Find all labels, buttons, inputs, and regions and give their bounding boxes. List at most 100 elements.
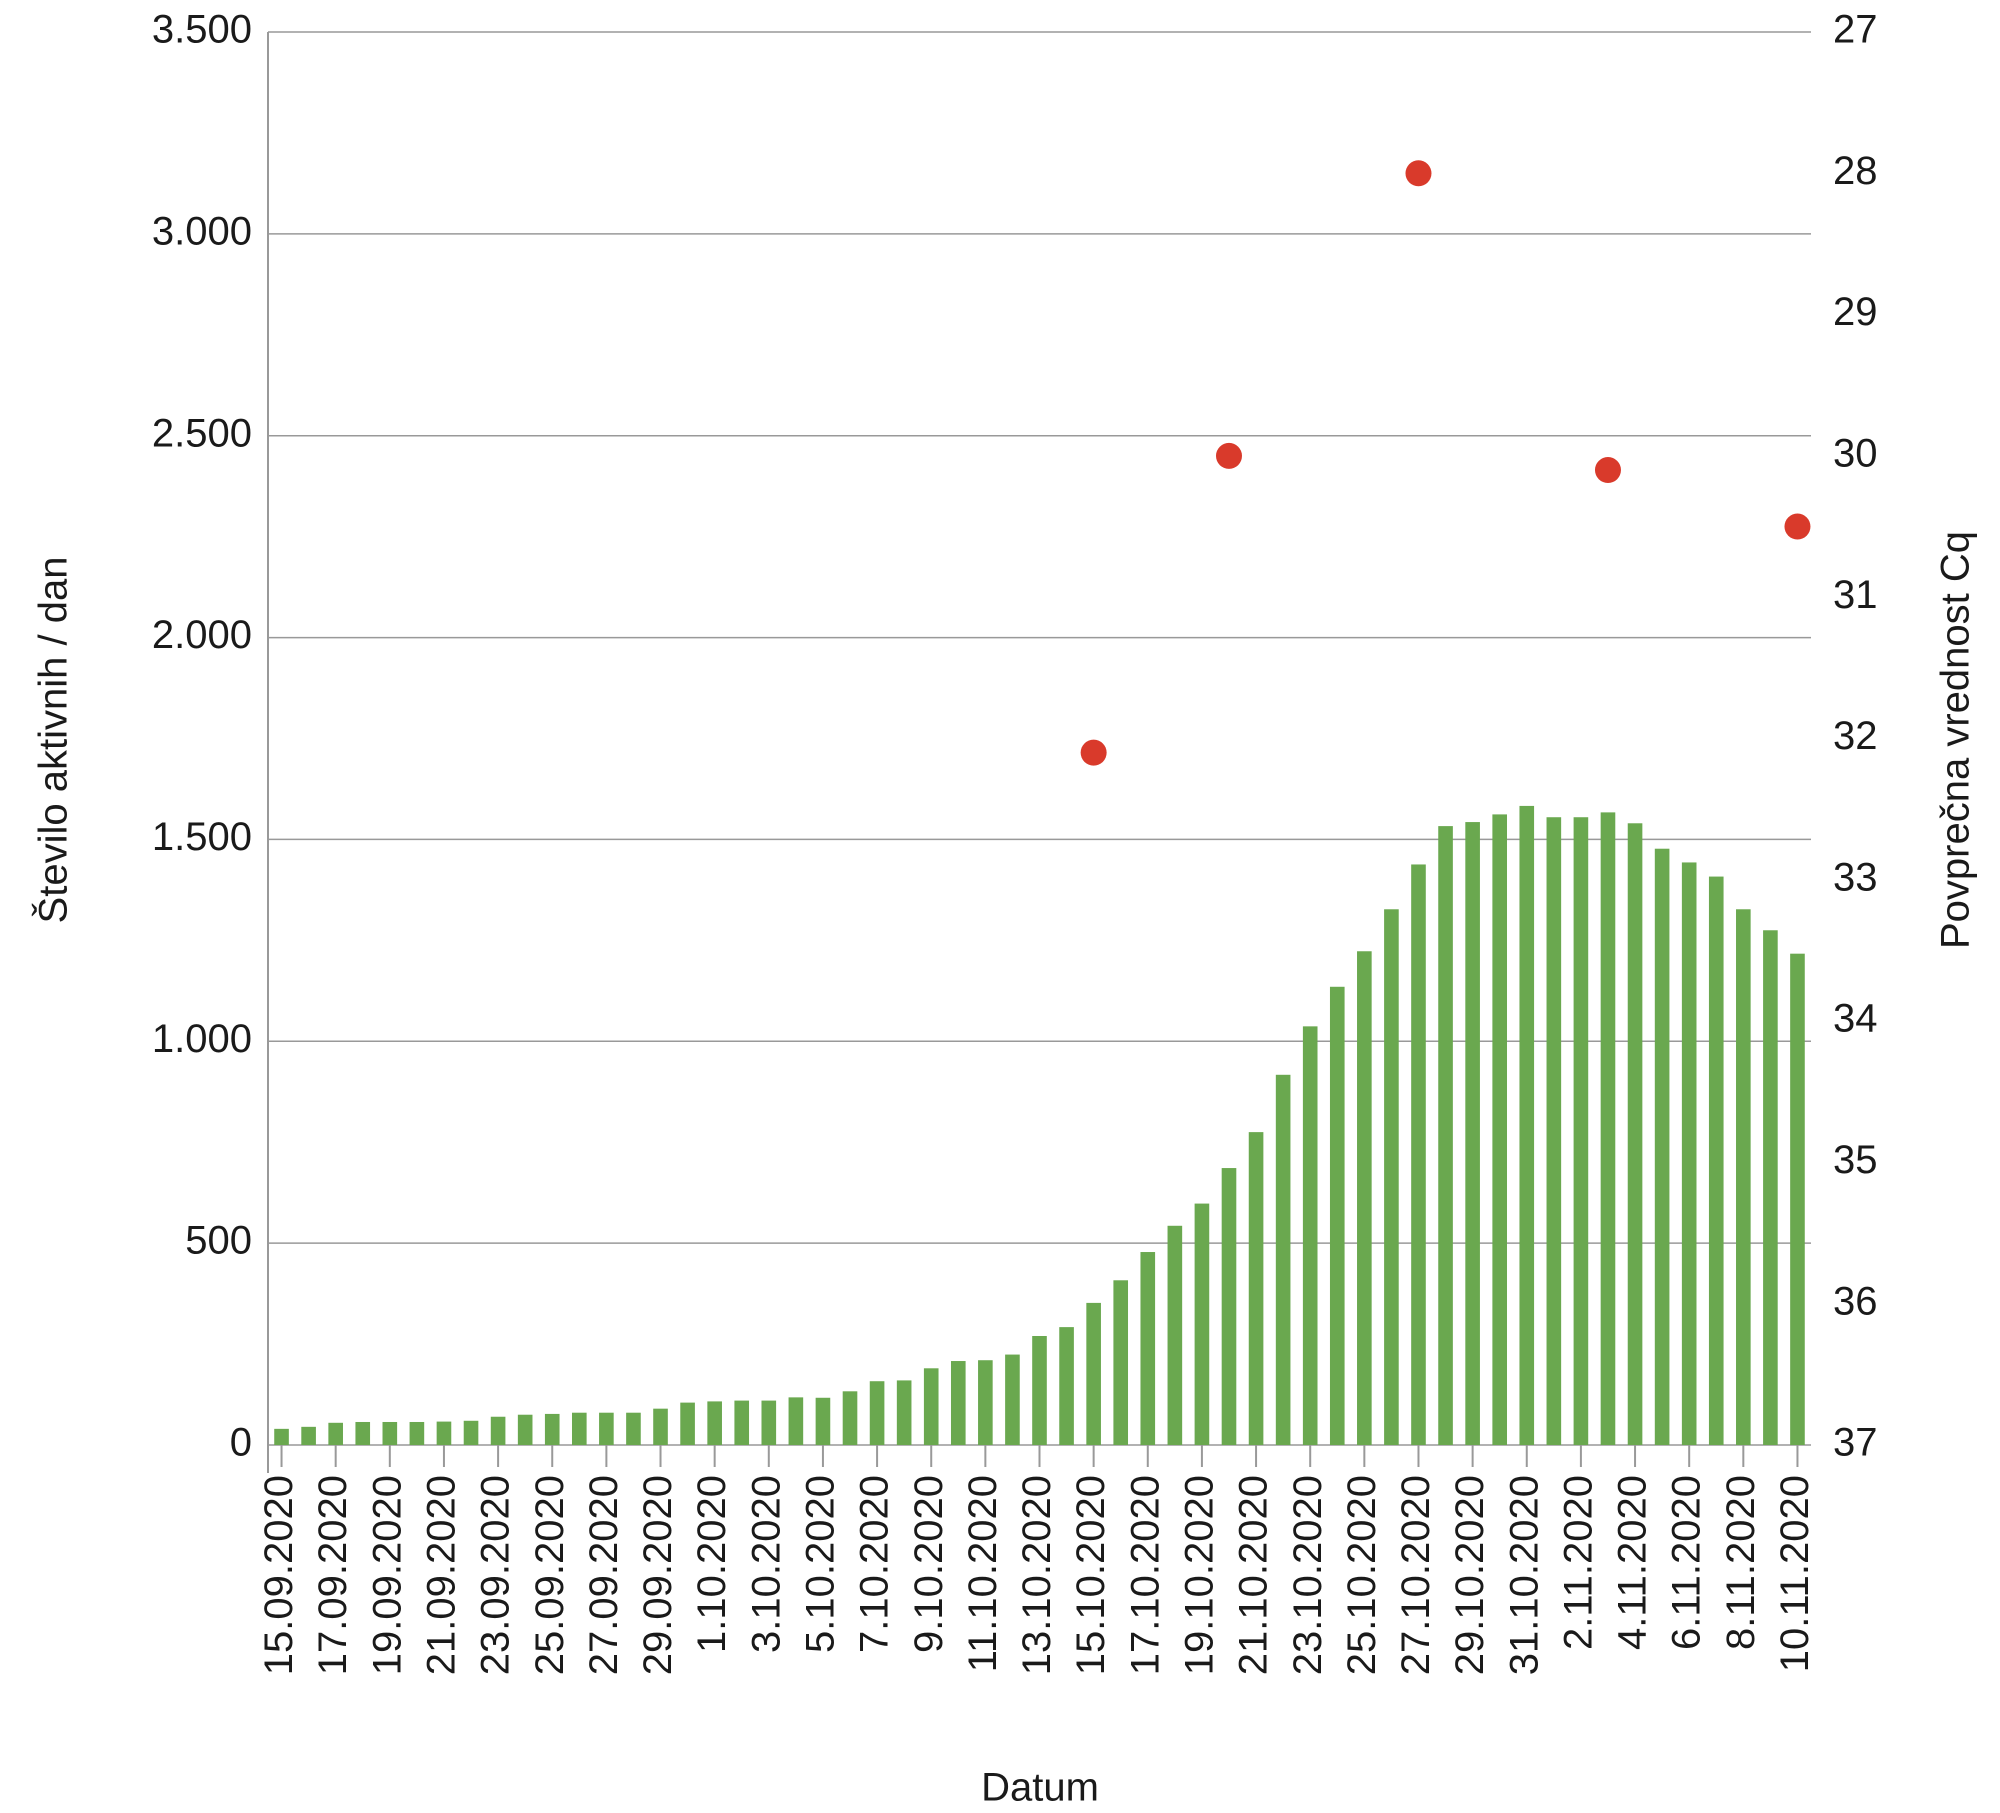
bar (626, 1412, 641, 1445)
y-tick-label: 0 (230, 1421, 252, 1465)
bar (869, 1381, 885, 1445)
y2-tick-label: 27 (1833, 8, 1878, 52)
y2-tick-label: 31 (1833, 573, 1878, 617)
y2-tick-label: 34 (1833, 997, 1878, 1041)
bar (923, 1368, 939, 1445)
x-axis-title: Datum (981, 1766, 1099, 1810)
x-tick-label: 15.09.2020 (257, 1475, 301, 1675)
bar (1329, 986, 1345, 1445)
y-axis-title: Število aktivnih / dan (31, 557, 76, 924)
bar (1465, 822, 1480, 1445)
bar (328, 1422, 343, 1445)
bar (842, 1391, 858, 1445)
x-tick-label: 8.11.2020 (1719, 1475, 1763, 1650)
y2-tick-label: 36 (1833, 1279, 1878, 1323)
x-tick-label: 23.09.2020 (474, 1475, 518, 1675)
bar (571, 1412, 587, 1445)
bar (1654, 848, 1670, 1445)
bar (950, 1361, 966, 1445)
bar (1573, 817, 1589, 1445)
x-tick-label: 21.10.2020 (1232, 1475, 1276, 1675)
x-tick-label: 9.10.2020 (907, 1475, 951, 1653)
bar (1492, 814, 1508, 1445)
y-tick-label: 1.000 (152, 1017, 252, 1061)
bar (1600, 812, 1616, 1445)
bar (544, 1413, 560, 1445)
bar (1357, 951, 1372, 1445)
x-tick-label: 21.09.2020 (420, 1475, 464, 1675)
x-tick-label: 1.10.2020 (690, 1475, 734, 1653)
bar (1248, 1132, 1264, 1445)
bar (436, 1421, 452, 1445)
bar (815, 1397, 831, 1445)
bar (978, 1360, 993, 1445)
x-tick-label: 4.11.2020 (1611, 1475, 1655, 1650)
bar (734, 1400, 750, 1445)
x-tick-label: 23.10.2020 (1286, 1475, 1330, 1675)
bar (1032, 1335, 1047, 1445)
y-tick-label: 500 (185, 1219, 252, 1263)
y-tick-label: 3.500 (152, 8, 252, 52)
x-tick-label: 3.10.2020 (744, 1475, 788, 1653)
x-tick-label: 19.10.2020 (1177, 1475, 1221, 1675)
point (1405, 160, 1432, 187)
bar (1627, 823, 1643, 1445)
x-tick-label: 2.11.2020 (1556, 1475, 1600, 1650)
bar (1221, 1168, 1237, 1445)
y-tick-label: 1.500 (152, 815, 252, 859)
y2-tick-label: 30 (1833, 431, 1878, 475)
bar (788, 1397, 804, 1445)
bar (1059, 1327, 1074, 1445)
x-tick-label: 7.10.2020 (853, 1475, 897, 1653)
x-tick-label: 27.10.2020 (1394, 1475, 1438, 1675)
bar (463, 1420, 479, 1445)
x-tick-label: 29.10.2020 (1448, 1475, 1492, 1675)
bar (680, 1402, 695, 1445)
x-tick-label: 29.09.2020 (636, 1475, 680, 1675)
x-tick-label: 25.10.2020 (1340, 1475, 1384, 1675)
bar (274, 1428, 289, 1445)
x-tick-label: 11.10.2020 (961, 1475, 1005, 1672)
bar (653, 1408, 668, 1445)
bar (1275, 1074, 1291, 1445)
point (1080, 739, 1107, 766)
point (1215, 442, 1242, 469)
bar (382, 1421, 398, 1445)
bar (1790, 953, 1805, 1445)
bar (707, 1401, 722, 1445)
bar (896, 1380, 912, 1445)
y2-tick-label: 29 (1833, 290, 1878, 334)
bar (1519, 805, 1535, 1445)
x-tick-label: 17.09.2020 (311, 1475, 355, 1675)
x-tick-label: 10.11.2020 (1773, 1475, 1817, 1672)
bar (1681, 862, 1697, 1445)
bar (517, 1414, 533, 1445)
y-tick-label: 2.500 (152, 411, 252, 455)
bar (599, 1412, 614, 1445)
x-tick-label: 31.10.2020 (1502, 1475, 1546, 1675)
x-tick-label: 6.11.2020 (1665, 1475, 1709, 1650)
x-tick-label: 13.10.2020 (1015, 1475, 1059, 1675)
bar (409, 1421, 425, 1445)
y2-tick-label: 33 (1833, 855, 1878, 899)
y-tick-label: 3.000 (152, 209, 252, 253)
bar (1411, 864, 1426, 1445)
y2-tick-label: 37 (1833, 1421, 1878, 1465)
x-tick-label: 5.10.2020 (799, 1475, 843, 1653)
bar (1438, 826, 1453, 1445)
y2-axis-title: Povprečna vrednost Cq (1934, 531, 1978, 949)
x-tick-label: 19.09.2020 (365, 1475, 409, 1675)
bar (1302, 1026, 1318, 1445)
bar (1113, 1280, 1129, 1445)
bar (1167, 1225, 1183, 1445)
bar (1140, 1252, 1156, 1445)
x-tick-label: 25.09.2020 (528, 1475, 572, 1675)
bar (1546, 817, 1562, 1445)
x-tick-label: 27.09.2020 (582, 1475, 626, 1675)
bar (761, 1400, 777, 1445)
point (1594, 457, 1621, 484)
bar (355, 1421, 371, 1445)
y2-tick-label: 35 (1833, 1138, 1878, 1182)
x-tick-label: 15.10.2020 (1069, 1475, 1113, 1675)
